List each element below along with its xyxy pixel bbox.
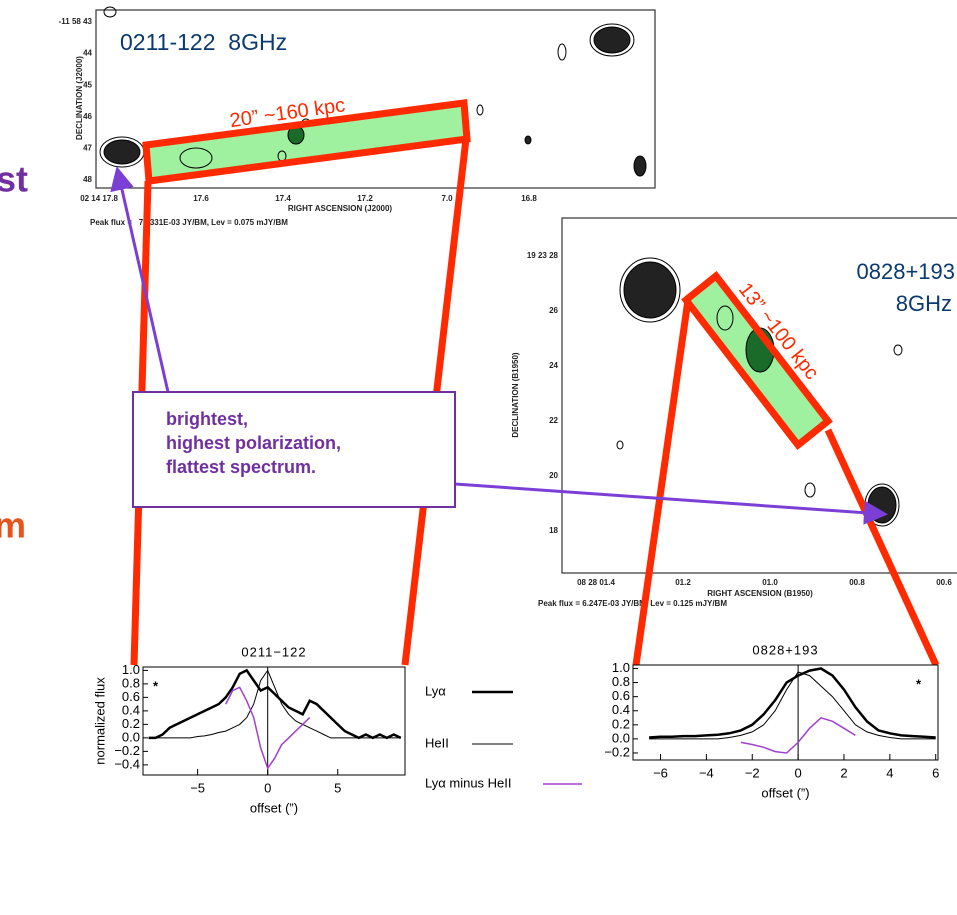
x-axis-label: offset (”) — [250, 800, 298, 815]
x-tick-label: 5 — [334, 780, 341, 795]
ra-tick-label: 02 14 17.8 — [80, 194, 118, 203]
dec-tick-label: 45 — [83, 80, 92, 89]
y-tick-label: 1.0 — [612, 660, 630, 675]
dec-tick-label: 19 23 28 — [527, 251, 559, 260]
dec-tick-label: 22 — [549, 416, 558, 425]
x-tick-label: 0 — [264, 780, 271, 795]
dec-tick-label: 48 — [83, 175, 92, 184]
annotation-line: brightest, — [166, 409, 248, 429]
axis-label: DECLINATION (B1950) — [511, 352, 520, 438]
dec-tick-label: -11 58 43 — [59, 17, 93, 26]
annotation-line: flattest spectrum. — [166, 457, 316, 477]
x-tick-label: 6 — [932, 765, 939, 780]
x-tick-label: 0 — [794, 765, 801, 780]
annotation-line: highest polarization, — [166, 433, 341, 453]
dec-tick-label: 44 — [83, 49, 92, 58]
axis-label: RIGHT ASCENSION (J2000) — [288, 204, 393, 213]
legend-label: HeII — [425, 735, 449, 750]
dec-tick-label: 20 — [549, 471, 558, 480]
y-tick-label: −0.2 — [604, 744, 630, 759]
y-tick-label: 0.6 — [612, 688, 630, 703]
ra-tick-label: 17.2 — [357, 194, 373, 203]
y-tick-label: 0.0 — [612, 730, 630, 745]
dec-tick-label: 24 — [549, 361, 558, 370]
zoom-frames — [134, 103, 936, 665]
y-axis-label: normalized flux — [92, 677, 107, 765]
y-tick-label: 0.2 — [612, 716, 630, 731]
y-tick-label: −0.4 — [114, 756, 140, 771]
ra-tick-label: 00.6 — [936, 578, 952, 587]
ra-tick-label: 01.0 — [762, 578, 778, 587]
ra-tick-label: 7.0 — [441, 194, 453, 203]
ra-tick-label: 17.6 — [193, 194, 209, 203]
axis-label: RIGHT ASCENSION (B1950) — [707, 589, 813, 598]
legend-label: Lyα minus HeII — [425, 775, 512, 790]
y-tick-label: 0.4 — [612, 702, 630, 717]
dec-tick-label: 18 — [549, 526, 558, 535]
legend-label: Lyα — [425, 683, 446, 698]
fragment: m — [0, 505, 26, 546]
map-subtitle: 8GHz — [896, 291, 952, 316]
map-footer: Peak flux = 7.7331E-03 JY/BM, Lev = 0.07… — [90, 218, 288, 227]
x-tick-label: 2 — [840, 765, 847, 780]
ra-tick-label: 16.8 — [521, 194, 537, 203]
dec-tick-label: 26 — [549, 306, 558, 315]
ra-tick-label: 01.2 — [675, 578, 691, 587]
map-footer: Peak flux = 6.247E-03 JY/BM, Lev = 0.125… — [538, 599, 727, 608]
map-title: 0828+193 — [857, 259, 956, 284]
map-title: 0211-122 8GHz — [120, 29, 287, 55]
arrow — [455, 484, 882, 514]
x-tick-label: −5 — [190, 780, 205, 795]
ra-tick-label: 17.4 — [275, 194, 291, 203]
radio-map: 0828+193 8GHz DECLINATION (B1950) RIGHT … — [511, 218, 957, 608]
dec-tick-label: 46 — [83, 112, 92, 121]
dec-tick-label: 47 — [83, 144, 92, 153]
x-tick-label: −6 — [653, 765, 668, 780]
slide: st m 0211-122 8GHz DECLINATION (J2000) R… — [0, 0, 957, 915]
axis-label: DECLINATION (J2000) — [75, 56, 84, 140]
chart-title: 0211−122 — [241, 644, 306, 659]
ra-tick-label: 00.8 — [849, 578, 865, 587]
fragment: st — [0, 159, 28, 200]
x-tick-label: −2 — [745, 765, 760, 780]
chart-title: 0828+193 — [752, 642, 818, 657]
x-axis-label: offset (”) — [761, 785, 809, 800]
x-tick-label: 4 — [886, 765, 893, 780]
y-tick-label: 0.8 — [612, 674, 630, 689]
x-tick-label: −4 — [699, 765, 714, 780]
plot-frame — [633, 665, 938, 760]
ra-tick-label: 08 28 01.4 — [577, 578, 615, 587]
